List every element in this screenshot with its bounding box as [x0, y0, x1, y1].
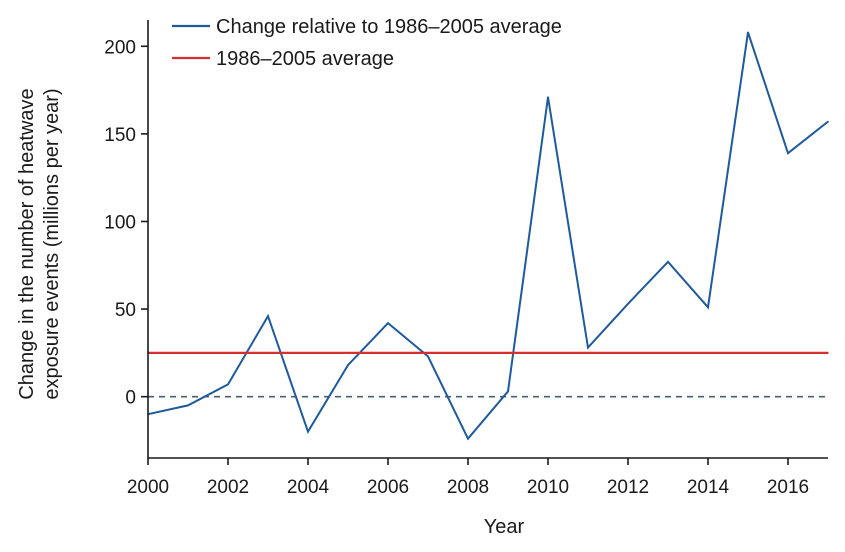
data-point	[187, 404, 189, 407]
y-tick-label: 100	[104, 212, 136, 233]
y-tick-label: 50	[115, 300, 136, 321]
x-tick-label: 2006	[367, 477, 409, 498]
data-point	[307, 430, 309, 433]
x-tick-label: 2000	[127, 477, 169, 498]
y-axis-title-line-1: Change in the number of heatwave	[16, 88, 38, 399]
series-lines	[147, 31, 829, 441]
data-point	[467, 437, 469, 440]
data-point	[827, 352, 829, 354]
legend-label: 1986–2005 average	[216, 48, 394, 70]
data-point	[827, 120, 829, 123]
x-tick-label: 2004	[287, 477, 330, 498]
change-relative-line	[147, 31, 829, 441]
data-point	[427, 355, 429, 358]
x-tick-label: 2008	[447, 477, 489, 498]
axes: 0 50 100 150 200 2000 2002 2004 2006 2008 2010 2012…	[16, 20, 828, 538]
data-point	[507, 390, 509, 393]
data-point	[667, 260, 669, 263]
y-axis-title-line-2: exposure events (millions per year)	[41, 88, 63, 399]
x-tick-label: 2012	[607, 477, 649, 498]
x-tick-label: 2002	[207, 477, 249, 498]
x-tick-label: 2014	[687, 477, 730, 498]
data-point	[747, 31, 749, 34]
data-point	[227, 383, 229, 386]
data-point	[387, 322, 389, 324]
data-point	[347, 364, 349, 366]
data-point	[587, 346, 589, 349]
data-point	[267, 315, 269, 317]
y-tick-label: 150	[104, 125, 136, 146]
y-tick-label: 0	[125, 388, 136, 409]
x-tick-label: 2016	[767, 477, 809, 498]
legend-label: Change relative to 1986–2005 average	[216, 16, 562, 38]
series-change-relative	[147, 31, 829, 441]
data-point	[547, 96, 549, 98]
data-point	[707, 306, 709, 309]
y-tick-label: 200	[104, 37, 136, 58]
series-baseline-average	[147, 351, 829, 354]
x-axis-title: Year	[484, 516, 525, 538]
x-tick-label: 2010	[527, 477, 569, 498]
data-point	[627, 303, 629, 305]
legend: Change relative to 1986–2005 average 1986…	[172, 16, 562, 70]
data-point	[787, 152, 789, 154]
